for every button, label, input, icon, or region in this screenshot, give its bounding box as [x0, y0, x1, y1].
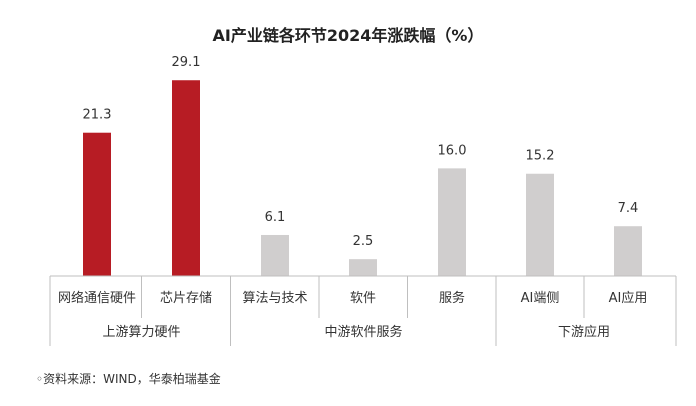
- category-label-5: 服务: [439, 290, 465, 306]
- source-text: 资料来源：WIND，华泰柏瑞基金: [43, 372, 221, 386]
- value-label-2: 29.1: [172, 55, 201, 70]
- value-label-4: 2.5: [353, 234, 374, 249]
- bar-1: [83, 132, 111, 276]
- value-label-6: 15.2: [526, 149, 555, 164]
- category-label-3: 算法与技术: [242, 291, 307, 306]
- value-labels-layer: 21.3 29.1 6.1 2.5 16.0 15.2 7.4: [83, 55, 639, 249]
- value-label-3: 6.1: [265, 210, 286, 225]
- value-label-5: 16.0: [438, 143, 467, 158]
- source-bullet-icon: ◦: [36, 372, 44, 386]
- bar-3: [261, 234, 289, 276]
- category-labels-layer: 网络通信硬件 芯片存储 算法与技术 软件 服务 AI端侧 AI应用: [58, 290, 647, 306]
- group-label-1: 上游算力硬件: [102, 325, 180, 340]
- value-label-7: 7.4: [618, 201, 639, 216]
- category-label-1: 网络通信硬件: [58, 290, 136, 306]
- bar-2: [172, 80, 200, 277]
- category-label-4: 软件: [350, 291, 376, 306]
- group-label-3: 下游应用: [558, 324, 610, 340]
- group-label-2: 中游软件服务: [324, 324, 402, 340]
- bar-5: [438, 168, 466, 276]
- category-label-7: AI应用: [609, 290, 648, 306]
- source-note: ◦资料来源：WIND，华泰柏瑞基金: [36, 370, 221, 387]
- bars-layer: [83, 80, 642, 277]
- axes-layer: [49, 275, 677, 346]
- category-label-6: AI端侧: [521, 291, 560, 306]
- bar-chart: 21.3 29.1 6.1 2.5 16.0 15.2 7.4 网络通信硬件 芯片存储 算法与技…: [49, 55, 677, 346]
- bar-4: [349, 259, 377, 276]
- value-label-1: 21.3: [83, 108, 112, 123]
- group-labels-layer: 上游算力硬件 中游软件服务 下游应用: [102, 324, 610, 340]
- chart-title: AI产业链各环节2024年涨跌幅（%）: [212, 26, 484, 45]
- category-label-2: 芯片存储: [160, 291, 212, 306]
- bar-7: [614, 226, 642, 276]
- bar-6: [526, 173, 554, 276]
